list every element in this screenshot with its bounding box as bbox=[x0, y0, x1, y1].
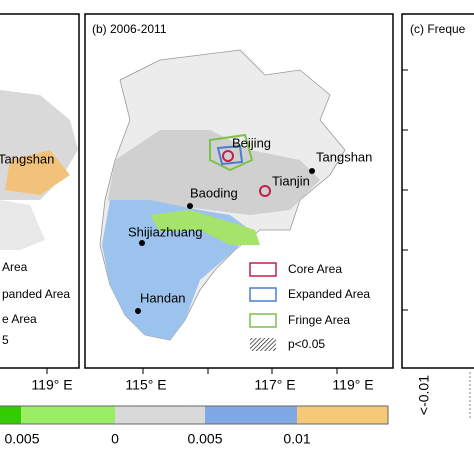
legend-label: panded Area bbox=[2, 287, 70, 301]
colorbar-label: 0.005 bbox=[187, 431, 222, 447]
legend-swatch bbox=[249, 287, 277, 302]
colorbar-swatch bbox=[0, 406, 21, 424]
legend-label: Fringe Area bbox=[288, 313, 350, 327]
legend-label: Area bbox=[2, 260, 28, 274]
city-label: Baoding bbox=[190, 185, 238, 200]
panel-title: (c) Freque bbox=[410, 22, 466, 36]
legend-label: e Area bbox=[2, 312, 37, 326]
panel-border bbox=[0, 13, 80, 369]
city-label: Tianjin bbox=[272, 173, 310, 188]
city-label: Tangshan bbox=[316, 149, 372, 164]
expanded-area bbox=[216, 144, 244, 166]
city-marker bbox=[135, 308, 141, 314]
legend-swatch bbox=[250, 338, 276, 351]
legend-label: p<0.05 bbox=[288, 337, 325, 351]
fringe-area bbox=[209, 133, 254, 172]
city-marker bbox=[309, 168, 315, 174]
core-area bbox=[222, 150, 234, 162]
city-marker bbox=[139, 240, 145, 246]
x-tick-label: <-0.01 bbox=[416, 375, 432, 415]
panel-c: (c) Freque <-0.01 bbox=[401, 13, 474, 420]
city-marker bbox=[187, 203, 193, 209]
city-label: Beijing bbox=[232, 135, 271, 150]
panel-border bbox=[401, 13, 474, 369]
map-region bbox=[150, 210, 260, 245]
panel-a: Tangshan Area panded Area e Area 5 119° … bbox=[0, 13, 80, 393]
x-tick-label: 119° E bbox=[332, 377, 373, 393]
colorbar-label: 0.01 bbox=[283, 431, 310, 447]
map-region bbox=[0, 200, 45, 250]
panel-title: (b) 2006-2011 bbox=[92, 22, 167, 36]
map-region bbox=[5, 150, 70, 195]
colorbar-label: 0.005 bbox=[4, 431, 39, 447]
colorbar-swatch bbox=[297, 406, 388, 424]
legend-label: 5 bbox=[2, 333, 9, 347]
x-tick-label: 115° E bbox=[125, 377, 166, 393]
panel-border bbox=[84, 13, 394, 369]
legend-label: Expanded Area bbox=[288, 287, 370, 301]
legend-swatch bbox=[249, 262, 277, 277]
city-label: Handan bbox=[140, 290, 186, 305]
city-label: Tangshan bbox=[0, 151, 54, 166]
colorbar-swatch bbox=[115, 406, 205, 424]
colorbar-swatch bbox=[205, 406, 297, 424]
colorbar-label: 0 bbox=[111, 431, 119, 447]
x-tick-label: 117° E bbox=[254, 377, 295, 393]
panel-b: (b) 2006-2011 Beijing Tangshan Tianjin B… bbox=[84, 13, 394, 393]
core-area bbox=[259, 185, 271, 197]
colorbar-border bbox=[0, 405, 389, 425]
legend-label: Core Area bbox=[288, 262, 342, 276]
map-region bbox=[108, 130, 320, 215]
x-tick-label: 119° E bbox=[31, 377, 72, 393]
colorbar: 0.005 0 0.005 0.01 bbox=[0, 405, 389, 447]
colorbar-swatch bbox=[21, 406, 115, 424]
city-label: Shijiazhuang bbox=[128, 224, 202, 239]
legend-swatch bbox=[249, 313, 277, 328]
